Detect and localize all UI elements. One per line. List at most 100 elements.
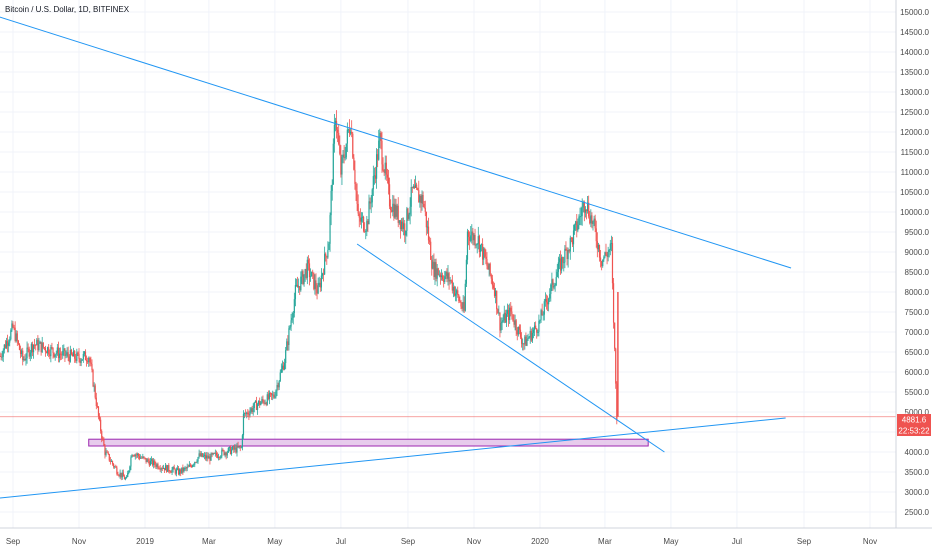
candle-body [609,243,611,251]
time-axis[interactable]: Sep Nov 2019 Mar May Jul Sep Nov 2020 Mar May Jul Se… [6,537,877,546]
candle-body [378,140,380,160]
candle-body [203,454,206,456]
candle-body [95,397,97,406]
candle-body [166,465,168,472]
candle-body [80,360,82,363]
price-tick-label: 13500.0 [900,68,929,77]
candle-body [271,393,273,396]
time-tick-label: Mar [598,537,612,546]
candle-body [29,352,31,357]
candle-body [370,202,372,204]
candle-body [451,280,453,291]
candle-body [307,259,310,264]
candle-body [258,400,260,405]
symbol-title: Bitcoin / U.S. Dollar, 1D, BITFINEX [5,5,130,14]
candle-body [475,244,477,246]
candle-body [325,253,327,257]
candle-body [373,175,376,177]
candle-body [606,254,608,258]
candle-body [531,332,534,341]
candle-body [348,129,351,134]
candle-body [85,360,88,362]
time-tick-label: May [267,537,282,546]
candle-body [246,412,248,415]
candle-body [411,187,413,188]
candle-body [346,129,348,144]
candle-body [399,220,401,230]
candle-body [77,352,79,354]
candle-body [220,456,222,458]
candle-body [278,380,280,388]
candle-body [483,248,485,260]
candle-body [23,359,25,361]
trendlines [0,16,792,499]
candle-body [401,221,404,229]
candle-body [295,284,298,286]
candle-body [364,230,366,232]
candle-body [268,392,271,399]
candle-body [449,280,451,282]
candle-body [74,351,76,359]
candle-body [266,394,268,405]
price-tick-label: 7500.0 [905,308,930,317]
candle-body [420,195,422,204]
candle-body [350,131,352,134]
candle-body [130,457,132,467]
candle-body [533,325,536,330]
candle-body [380,132,382,141]
time-axis-background[interactable] [0,528,932,550]
candle-body [614,322,616,349]
candle-body [267,394,269,399]
candle-body [591,215,593,224]
price-tick-label: 10500.0 [900,188,929,197]
candle-body [89,357,91,363]
price-tick-label: 13000.0 [900,88,929,97]
price-axis[interactable]: 15000.0 14500.0 14000.0 13500.0 13000.0 12500… [900,8,929,517]
price-axis-background[interactable] [896,0,932,528]
candle-body [433,261,435,277]
time-tick-label: May [663,537,678,546]
candle-body [229,446,232,454]
candle-body [15,333,17,341]
candle-body [137,453,140,457]
candle-body [375,154,378,179]
time-tick-label: 2020 [531,537,549,546]
candle-body [37,339,39,351]
candle-body [312,271,314,273]
candle-body [119,472,121,476]
candle-body [607,252,609,258]
candle-body [459,300,461,302]
candle-body [536,328,538,333]
candle-body [299,286,301,291]
candle-body [611,243,614,284]
candle-body [106,451,108,453]
candle-body [96,405,98,407]
candle-body [190,465,193,467]
candle-body [408,214,410,219]
candle-body [113,463,115,467]
price-tick-label: 6500.0 [905,348,930,357]
candle-body [24,359,26,361]
candle-body [395,204,397,217]
candle-body [570,237,572,239]
candle-body [396,205,398,217]
candle-body [135,454,137,456]
price-tick-label: 8000.0 [905,288,930,297]
candle-body [216,455,219,458]
candle-body [102,438,104,440]
candle-body [79,358,81,363]
candle-body [584,209,587,213]
candle-body [34,344,36,346]
candle-body [129,466,131,471]
candle-body [353,157,355,170]
candle-body [242,413,245,436]
candle-body [172,467,174,470]
candle-body [27,347,29,349]
candle-body [71,354,74,357]
support-zone [88,438,649,447]
candle-body [527,338,529,340]
trendline [356,243,665,453]
candle-body [124,478,127,480]
candle-body [322,273,325,275]
